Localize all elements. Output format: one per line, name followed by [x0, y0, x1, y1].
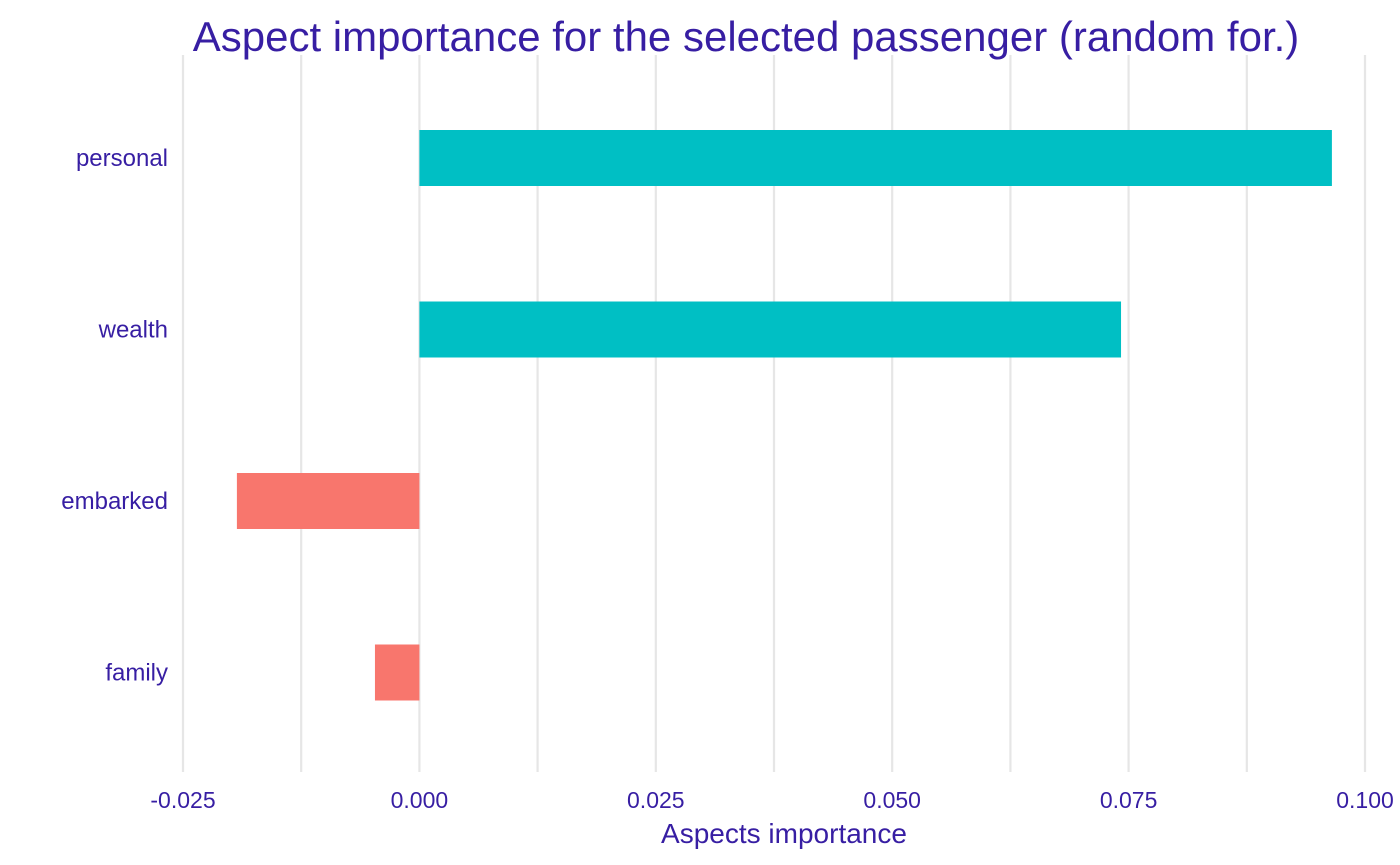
category-label-embarked: embarked	[61, 488, 168, 515]
category-labels: personal wealth embarked family	[61, 145, 168, 687]
bar-wealth	[419, 301, 1122, 358]
x-tick-label: 0.000	[391, 787, 449, 813]
x-tick-label: 0.050	[863, 787, 921, 813]
x-axis-title: Aspects importance	[661, 818, 907, 849]
bar-personal	[419, 130, 1332, 186]
category-label-personal: personal	[76, 145, 168, 172]
category-label-wealth: wealth	[98, 317, 168, 344]
category-label-family: family	[105, 660, 168, 687]
x-tick-label: 0.075	[1100, 787, 1158, 813]
bar-family	[374, 644, 420, 701]
x-tick-label: 0.100	[1336, 787, 1394, 813]
chart-title: Aspect importance for the selected passe…	[193, 13, 1300, 60]
x-tick-labels: -0.025 0.000 0.025 0.050 0.075 0.100	[150, 787, 1393, 813]
x-tick-label: 0.025	[627, 787, 685, 813]
bar-embarked	[236, 473, 420, 529]
bar-layer	[236, 130, 1332, 701]
x-tick-label: -0.025	[150, 787, 215, 813]
